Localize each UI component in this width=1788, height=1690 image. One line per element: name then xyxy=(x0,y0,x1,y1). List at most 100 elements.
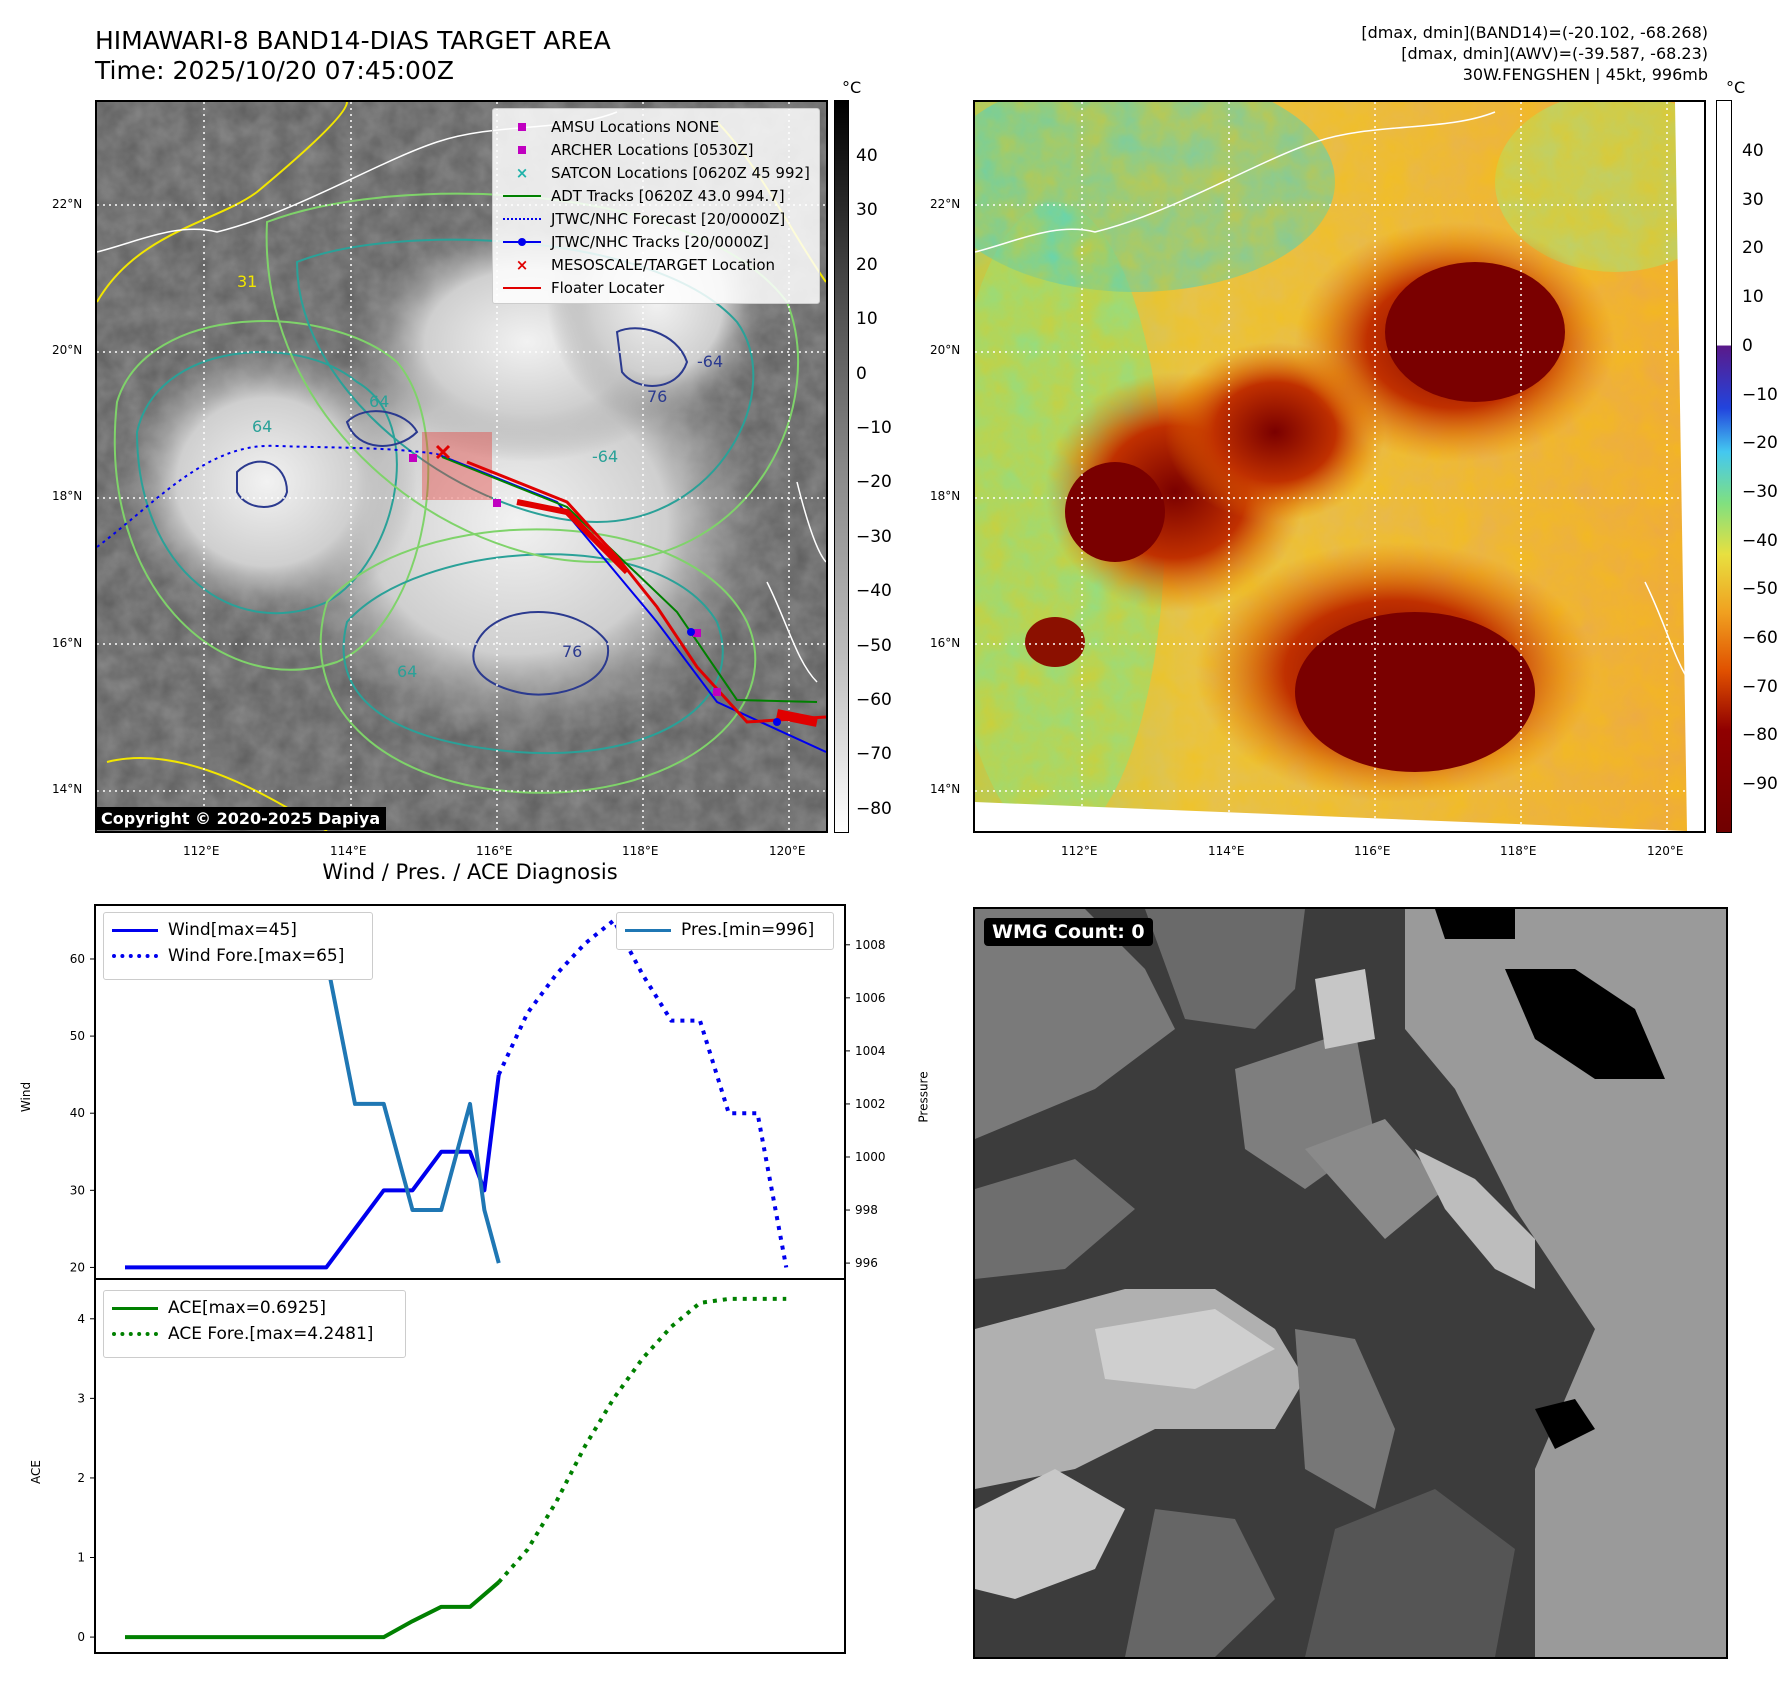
blue-line-icon xyxy=(112,923,158,937)
y2-tick-label: 1006 xyxy=(855,991,886,1005)
awv-map-panel xyxy=(973,100,1706,833)
lon-label: 118°E xyxy=(622,844,659,858)
green-dotted-line-icon xyxy=(112,1327,158,1341)
magenta-square-icon xyxy=(501,117,543,137)
colorbar-tick: −10 xyxy=(856,418,892,438)
series-line-0 xyxy=(125,1580,501,1640)
series-line-1 xyxy=(496,918,789,1268)
y-tick-label: 2 xyxy=(77,1471,85,1485)
magenta-square-icon xyxy=(501,140,543,160)
y2-tick-label: 1000 xyxy=(855,1150,886,1164)
green-line-icon xyxy=(112,1301,158,1315)
contour-label: -64 xyxy=(697,352,723,371)
legend-item-target: × MESOSCALE/TARGET Location xyxy=(501,253,811,276)
ace-legend: ACE[max=0.6925] ACE Fore.[max=4.2481] xyxy=(103,1290,406,1358)
contour-label: -64 xyxy=(592,447,618,466)
figure-time: Time: 2025/10/20 07:45:00Z xyxy=(95,56,454,85)
colorbar-unit: °C xyxy=(842,78,862,97)
colorbar-tick: −20 xyxy=(856,472,892,493)
y2-tick-label: 1008 xyxy=(855,938,886,952)
figure-title: HIMAWARI-8 BAND14-DIAS TARGET AREA xyxy=(95,26,611,55)
wind-axis-label: Wind xyxy=(19,1081,34,1113)
colorbar-tick: −40 xyxy=(856,581,892,602)
legend-item-forecast: JTWC/NHC Forecast [20/0000Z] xyxy=(501,207,811,230)
colorbar-tick: −60 xyxy=(1742,628,1778,648)
colorbar-tick: −30 xyxy=(1742,481,1778,502)
legend-item-archer: ARCHER Locations [0530Z] xyxy=(501,138,811,161)
wmg-panel xyxy=(973,907,1728,1659)
colorbar-tick: 20 xyxy=(856,254,878,275)
y-tick-label: 60 xyxy=(70,952,85,966)
band14-range: [dmax, dmin](BAND14)=(-20.102, -68.268) xyxy=(1361,23,1708,42)
awv-colorbar xyxy=(1716,100,1732,833)
lat-label: 14°N xyxy=(930,782,961,796)
lon-label: 112°E xyxy=(183,844,220,858)
contour-label: 64 xyxy=(252,417,272,436)
legend-item-wind-fore: Wind Fore.[max=65] xyxy=(112,943,364,969)
y-tick-label: 40 xyxy=(70,1106,85,1120)
contour-label: 76 xyxy=(562,642,582,661)
pressure-axis-label: Pressure xyxy=(916,1071,931,1123)
lon-label: 112°E xyxy=(1061,844,1098,858)
lat-label: 16°N xyxy=(930,636,961,650)
y-tick-label: 3 xyxy=(77,1391,85,1405)
lat-label: 22°N xyxy=(52,197,83,211)
blue-line-dot-icon xyxy=(501,232,543,252)
legend-item-satcon: × SATCON Locations [0620Z 45 992] xyxy=(501,161,811,184)
ir-colorbar xyxy=(834,100,849,833)
stats-info: [dmax, dmin](BAND14)=(-20.102, -68.268) … xyxy=(1361,22,1708,85)
map-legend: AMSU Locations NONE ARCHER Locations [05… xyxy=(492,108,820,304)
colorbar-tick: −30 xyxy=(856,526,892,547)
lon-label: 114°E xyxy=(1208,844,1245,858)
lon-label: 114°E xyxy=(330,844,367,858)
legend-item-ace-fore: ACE Fore.[max=4.2481] xyxy=(112,1321,397,1347)
y2-tick-label: 1004 xyxy=(855,1044,886,1058)
series-line-1 xyxy=(497,1296,787,1584)
lat-label: 20°N xyxy=(52,343,83,357)
lon-label: 120°E xyxy=(1647,844,1684,858)
legend-item-floater: Floater Locater xyxy=(501,276,811,299)
wmg-count-badge: WMG Count: 0 xyxy=(984,918,1153,946)
chart-frame xyxy=(94,1278,846,1654)
blue-dotted-line-icon xyxy=(112,949,158,963)
colorbar-tick: −70 xyxy=(856,744,892,765)
lat-label: 16°N xyxy=(52,636,83,650)
wmg-image xyxy=(975,909,1726,1657)
colorbar-tick: −70 xyxy=(1742,676,1778,697)
colorbar-tick: 0 xyxy=(856,363,867,384)
lon-label: 120°E xyxy=(769,844,806,858)
copyright: Copyright © 2020-2025 Dapiya xyxy=(95,807,387,830)
y-tick-label: 50 xyxy=(70,1029,85,1043)
colorbar-tick: 30 xyxy=(856,200,878,221)
blue-dotted-line-icon xyxy=(501,209,543,229)
colorbar-tick: −60 xyxy=(856,690,892,710)
lon-label: 116°E xyxy=(1354,844,1391,858)
colorbar-tick: 10 xyxy=(856,309,878,330)
colorbar-tick: −20 xyxy=(1742,433,1778,454)
colorbar-tick: 30 xyxy=(1742,189,1764,210)
legend-item-adt: ADT Tracks [0620Z 43.0 994.7] xyxy=(501,184,811,207)
lat-label: 18°N xyxy=(52,489,83,503)
y-tick-label: 0 xyxy=(77,1630,85,1644)
colorbar-tick: 40 xyxy=(1742,141,1764,161)
legend-item-wind: Wind[max=45] xyxy=(112,917,364,943)
colorbar-unit: °C xyxy=(1726,78,1746,97)
ace-axis-label: ACE xyxy=(28,1460,43,1484)
contour-label: 64 xyxy=(397,662,417,681)
colorbar-tick: −80 xyxy=(856,798,892,819)
colorbar-tick: 20 xyxy=(1742,238,1764,259)
colorbar-tick: 10 xyxy=(1742,287,1764,308)
lat-label: 14°N xyxy=(52,782,83,796)
y2-tick-label: 1002 xyxy=(855,1097,886,1111)
colorbar-tick: −80 xyxy=(1742,725,1778,746)
cyan-x-icon: × xyxy=(515,163,529,182)
y-tick-label: 1 xyxy=(77,1551,85,1565)
colorbar-tick: −50 xyxy=(856,635,892,656)
contour-label: 31 xyxy=(237,272,257,291)
colorbar-tick: −50 xyxy=(1742,579,1778,600)
colorbar-tick: −90 xyxy=(1742,774,1778,795)
legend-item-tracks: JTWC/NHC Tracks [20/0000Z] xyxy=(501,230,811,253)
steelblue-line-icon xyxy=(625,923,671,937)
series-line-0 xyxy=(125,1074,501,1270)
colorbar-tick: −10 xyxy=(1742,384,1778,405)
